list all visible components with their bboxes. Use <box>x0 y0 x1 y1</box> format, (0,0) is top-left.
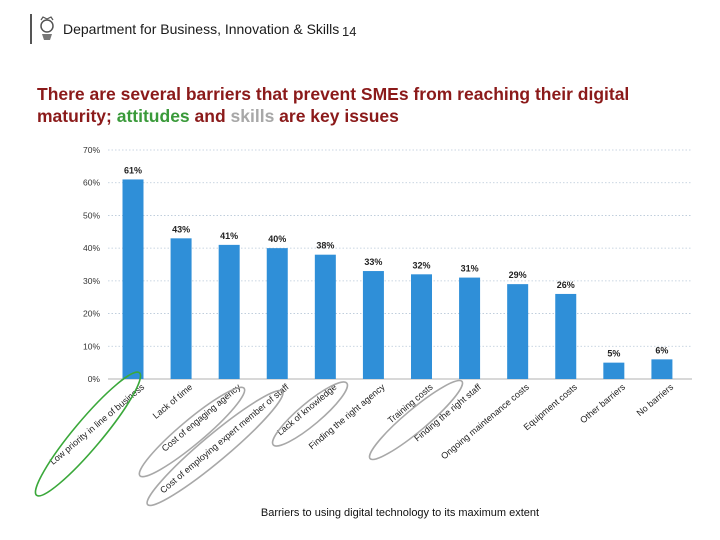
bar <box>411 274 432 379</box>
skills-highlight <box>271 381 349 447</box>
bar <box>218 244 240 379</box>
headline-attitudes: attitudes <box>116 106 190 126</box>
y-tick-label: 60% <box>83 178 100 188</box>
x-tick-label: Lack of time <box>151 382 195 421</box>
bar <box>170 238 192 379</box>
data-label: 32% <box>412 260 430 270</box>
data-label: 38% <box>316 241 334 251</box>
header: Department for Business, Innovation & Sk… <box>0 0 720 50</box>
headline-part3: are key issues <box>274 106 399 126</box>
y-tick-label: 20% <box>83 309 100 319</box>
bar <box>507 284 529 379</box>
bar <box>603 362 625 379</box>
page-number: 14 <box>342 24 357 39</box>
headline: There are several barriers that prevent … <box>37 83 697 127</box>
data-label: 29% <box>509 270 527 280</box>
x-axis-title: Barriers to using digital technology to … <box>260 507 540 519</box>
x-tick-label: Training costs <box>386 382 435 426</box>
x-tick-label: Ongoing maintenance costs <box>439 382 531 462</box>
headline-part1: There are several barriers that prevent … <box>37 84 630 126</box>
x-tick-label: Other barriers <box>578 382 627 426</box>
skills-highlight <box>146 389 284 507</box>
bar <box>362 271 384 379</box>
bar <box>459 277 481 379</box>
royal-crest-icon <box>30 14 58 44</box>
data-label: 6% <box>655 345 668 355</box>
data-label: 40% <box>268 234 286 244</box>
bar <box>122 179 144 379</box>
bar <box>314 254 336 379</box>
attitudes-highlight <box>34 371 142 497</box>
data-label: 31% <box>461 264 479 274</box>
data-label: 61% <box>124 165 142 175</box>
data-label: 43% <box>172 224 190 234</box>
x-tick-label: Low priority in line of business <box>48 382 147 467</box>
x-tick-label: No barriers <box>635 382 676 419</box>
org-name: Department for Business, Innovation & Sk… <box>63 21 340 37</box>
y-tick-label: 50% <box>83 210 100 220</box>
data-label: 5% <box>607 349 620 359</box>
y-tick-label: 30% <box>83 276 100 286</box>
skills-highlight <box>138 386 246 478</box>
y-tick-label: 70% <box>83 145 100 155</box>
headline-part2: and <box>189 106 231 126</box>
data-label: 26% <box>557 280 575 290</box>
headline-skills: skills <box>230 106 275 126</box>
y-tick-label: 40% <box>83 243 100 253</box>
bar <box>555 293 577 379</box>
y-tick-label: 0% <box>88 374 101 384</box>
bar <box>266 248 288 379</box>
skills-highlight <box>368 379 464 461</box>
data-label: 41% <box>220 231 238 241</box>
y-tick-label: 10% <box>83 341 100 351</box>
data-label: 33% <box>364 257 382 267</box>
bar <box>651 359 673 379</box>
